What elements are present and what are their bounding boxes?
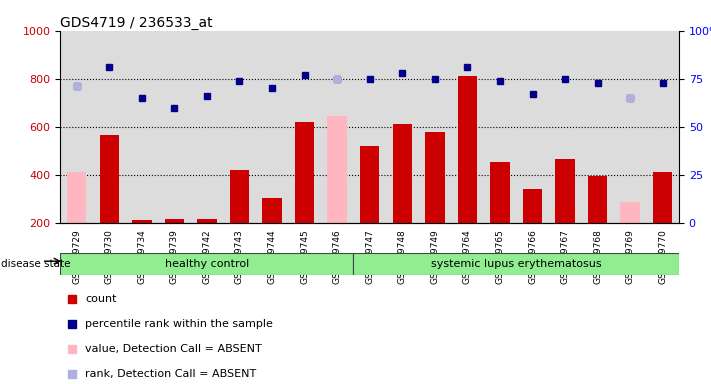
Text: systemic lupus erythematosus: systemic lupus erythematosus: [431, 259, 602, 269]
Bar: [132, 220, 151, 223]
Bar: [360, 146, 380, 223]
Bar: [165, 219, 184, 223]
Bar: [425, 131, 444, 223]
Bar: [60, 253, 353, 275]
Bar: [327, 116, 347, 223]
Bar: [353, 253, 679, 275]
Bar: [490, 162, 510, 223]
Bar: [653, 172, 673, 223]
Bar: [392, 124, 412, 223]
Text: percentile rank within the sample: percentile rank within the sample: [85, 319, 273, 329]
Text: value, Detection Call = ABSENT: value, Detection Call = ABSENT: [85, 344, 262, 354]
Bar: [621, 202, 640, 223]
Bar: [197, 219, 217, 223]
Text: count: count: [85, 294, 117, 304]
Bar: [262, 197, 282, 223]
Text: healthy control: healthy control: [165, 259, 249, 269]
Bar: [230, 170, 250, 223]
Text: GDS4719 / 236533_at: GDS4719 / 236533_at: [60, 16, 213, 30]
Bar: [523, 189, 542, 223]
Bar: [100, 135, 119, 223]
Text: disease state: disease state: [1, 259, 70, 269]
Bar: [67, 172, 87, 223]
Text: rank, Detection Call = ABSENT: rank, Detection Call = ABSENT: [85, 369, 257, 379]
Bar: [458, 76, 477, 223]
Bar: [555, 159, 574, 223]
Bar: [295, 122, 314, 223]
Bar: [588, 176, 607, 223]
